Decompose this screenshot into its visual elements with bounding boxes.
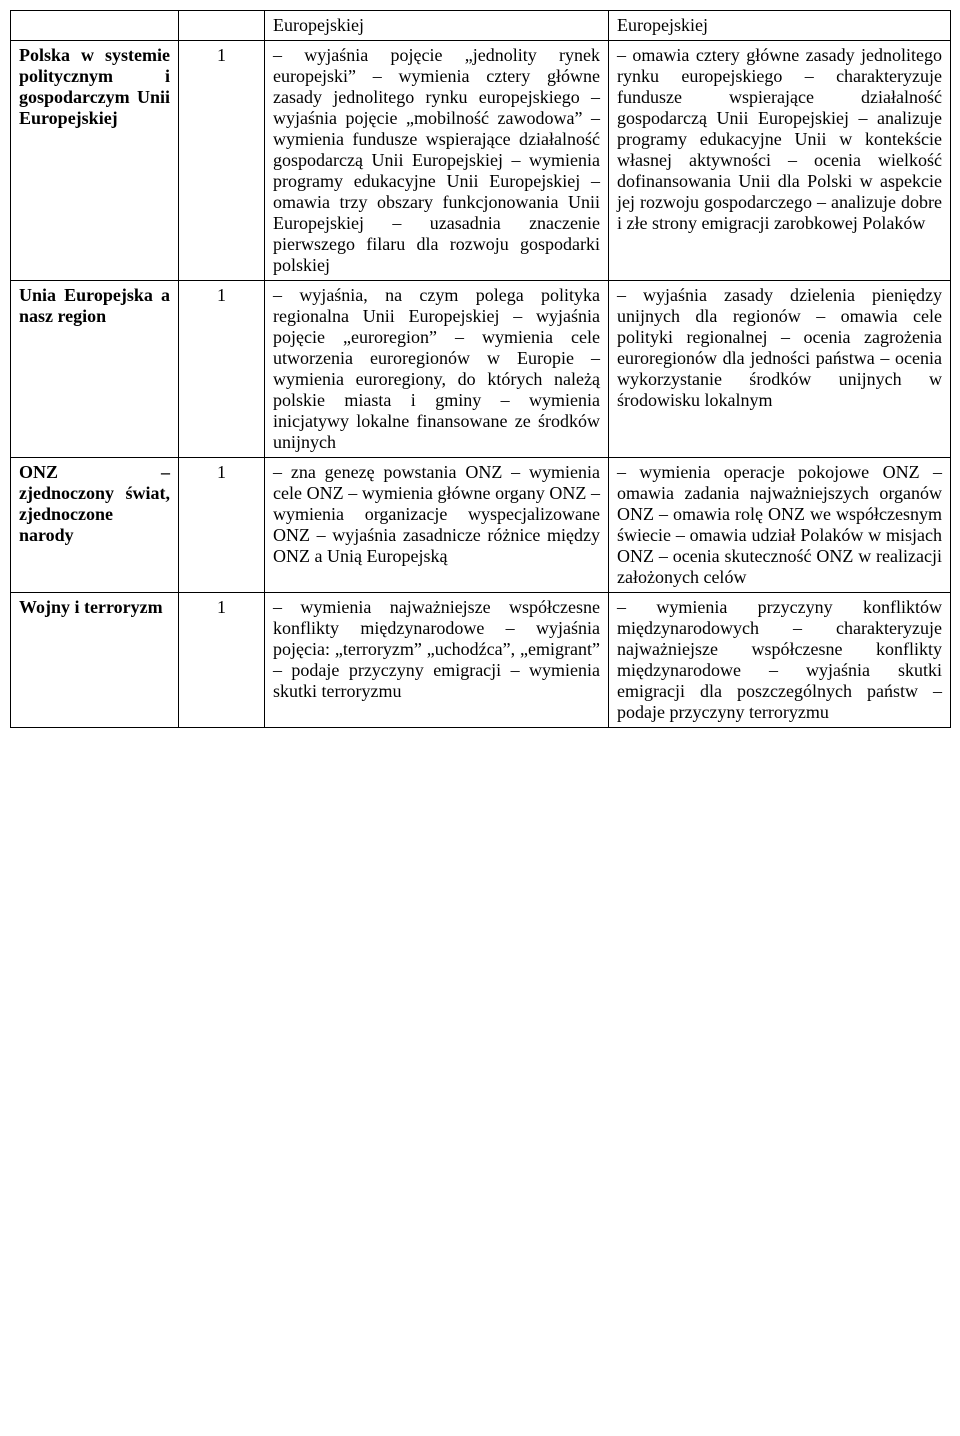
table-row: Wojny i terroryzm1– wymienia najważniejs…: [11, 593, 951, 728]
basic-skills-cell: – wymienia najważniejsze współczesne kon…: [265, 593, 609, 728]
topic-cell: Polska w systemie politycznym i gospodar…: [11, 41, 179, 281]
table-row: EuropejskiejEuropejskiej: [11, 11, 951, 41]
extended-skills-cell: – wymienia operacje pokojowe ONZ – omawi…: [609, 458, 951, 593]
basic-skills-cell: – wyjaśnia pojęcie „jednolity rynek euro…: [265, 41, 609, 281]
topic-cell: Unia Europejska a nasz region: [11, 281, 179, 458]
basic-skills-cell: – zna genezę powstania ONZ – wymienia ce…: [265, 458, 609, 593]
hours-cell: 1: [179, 458, 265, 593]
extended-skills-cell: – wyjaśnia zasady dzielenia pieniędzy un…: [609, 281, 951, 458]
extended-skills-cell: – omawia cztery główne zasady jednoliteg…: [609, 41, 951, 281]
topic-cell: [11, 11, 179, 41]
basic-skills-cell: Europejskiej: [265, 11, 609, 41]
topic-cell: Wojny i terroryzm: [11, 593, 179, 728]
hours-cell: 1: [179, 41, 265, 281]
table-row: Unia Europejska a nasz region1– wyjaśnia…: [11, 281, 951, 458]
topic-cell: ONZ – zjednoczony świat, zjednoczone nar…: [11, 458, 179, 593]
extended-skills-cell: Europejskiej: [609, 11, 951, 41]
table-row: Polska w systemie politycznym i gospodar…: [11, 41, 951, 281]
extended-skills-cell: – wymienia przyczyny konfliktów międzyna…: [609, 593, 951, 728]
hours-cell: [179, 11, 265, 41]
basic-skills-cell: – wyjaśnia, na czym polega polityka regi…: [265, 281, 609, 458]
table-row: ONZ – zjednoczony świat, zjednoczone nar…: [11, 458, 951, 593]
hours-cell: 1: [179, 281, 265, 458]
curriculum-table: EuropejskiejEuropejskiejPolska w systemi…: [10, 10, 951, 728]
hours-cell: 1: [179, 593, 265, 728]
